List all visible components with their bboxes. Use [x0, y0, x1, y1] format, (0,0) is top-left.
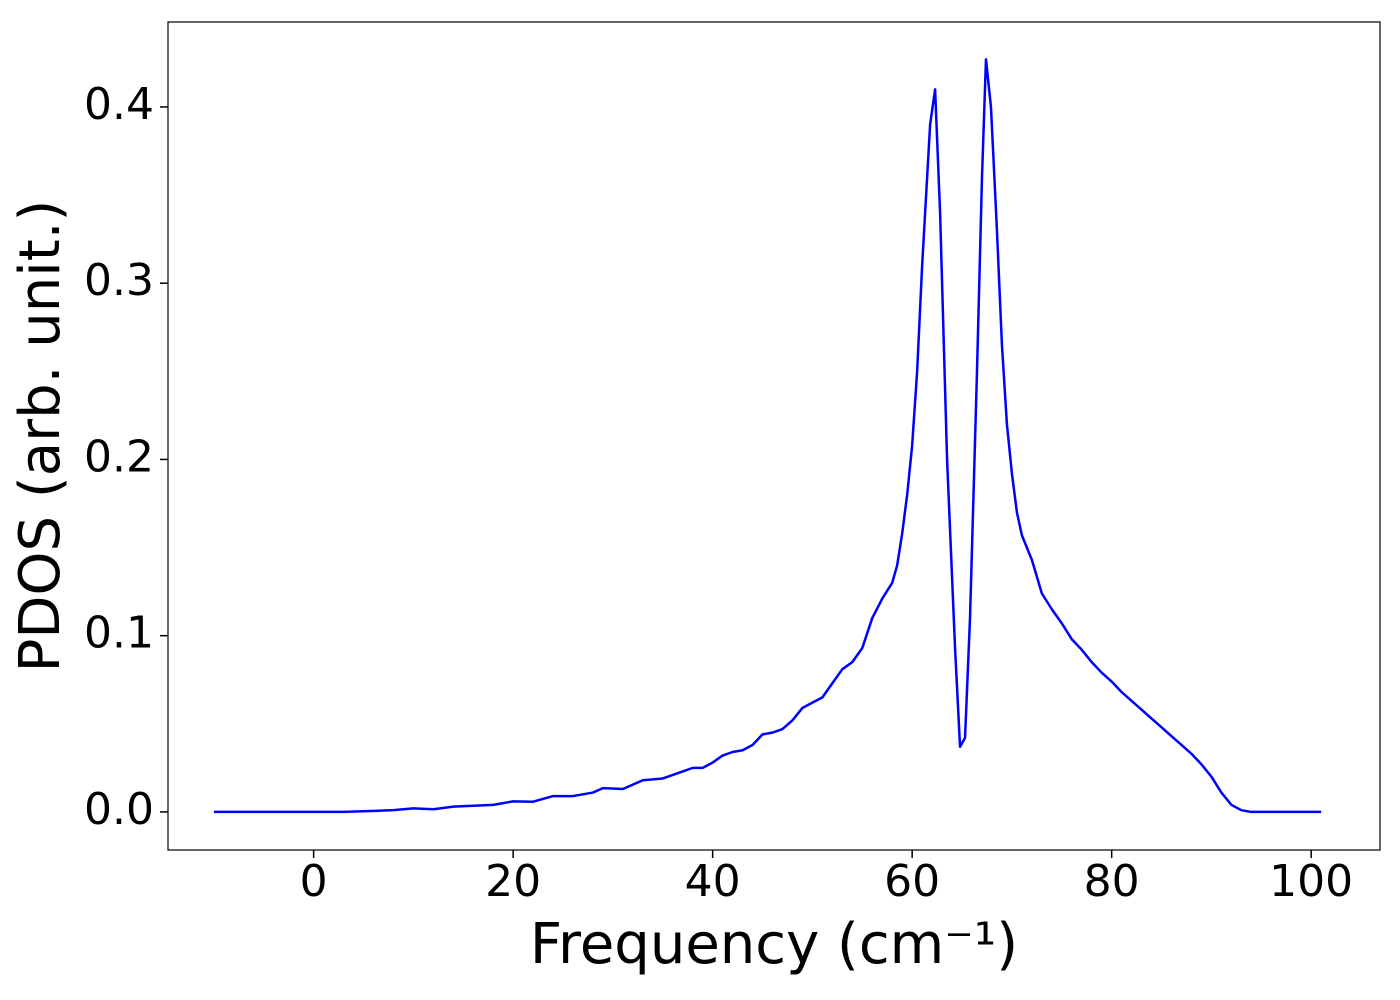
x-tick-label: 40	[685, 856, 741, 907]
y-tick-label: 0.0	[84, 784, 154, 835]
x-axis-label: Frequency (cm⁻¹)	[530, 912, 1018, 977]
y-axis-label: PDOS (arb. unit.)	[8, 200, 73, 673]
x-tick-label: 20	[485, 856, 541, 907]
y-tick-label: 0.4	[84, 79, 154, 130]
y-tick-label: 0.2	[84, 431, 154, 482]
x-tick-label: 60	[884, 856, 940, 907]
x-tick-label: 0	[300, 856, 328, 907]
x-tick-label: 80	[1084, 856, 1140, 907]
y-tick-label: 0.1	[84, 608, 154, 659]
line-series	[213, 58, 1322, 814]
x-tick-label: 100	[1269, 856, 1353, 907]
plot-frame	[167, 21, 1381, 851]
y-tick-label: 0.3	[84, 255, 154, 306]
